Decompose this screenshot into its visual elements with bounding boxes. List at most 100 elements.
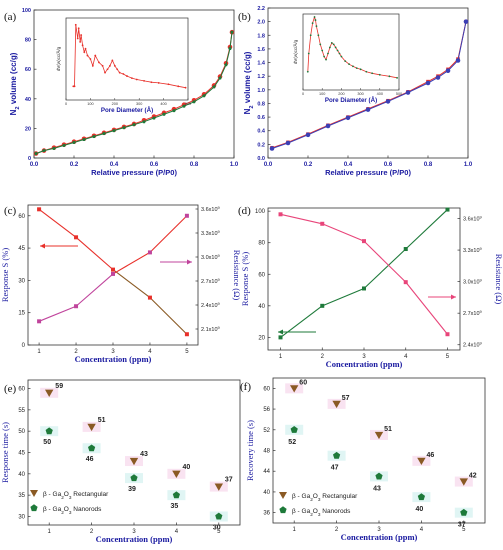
- inset-point: [157, 82, 160, 84]
- data-point: [290, 425, 298, 433]
- label-part: β - Ga: [43, 506, 62, 513]
- y-tick-label: 60: [18, 387, 25, 393]
- data-point: [375, 472, 383, 480]
- subscript: 2: [310, 512, 313, 517]
- data-label: 43: [140, 451, 148, 458]
- inset-point: [328, 46, 331, 49]
- panel-label: (c): [4, 205, 17, 217]
- series-line-segment: [322, 223, 365, 242]
- subscript: 3: [69, 510, 72, 515]
- y-tick-label: 0.0: [257, 156, 265, 162]
- inset-point: [348, 63, 350, 66]
- data-point: [362, 286, 366, 291]
- inset-point: [319, 43, 322, 46]
- inset-point: [177, 85, 180, 88]
- y-axis-label-right: Resistance (Ω): [494, 254, 503, 305]
- inset-frame: [302, 13, 400, 91]
- data-label: 46: [86, 456, 94, 463]
- inset-x-tick-label: 0: [302, 92, 304, 96]
- y-tick-label: 45: [18, 246, 25, 252]
- x-tick-label: 1.0: [464, 162, 473, 168]
- subscript: 9: [218, 229, 221, 234]
- inset-point: [84, 47, 87, 50]
- subscript: 2: [61, 495, 64, 500]
- y-tick-label: 80: [258, 241, 265, 247]
- inset-point: [317, 34, 320, 37]
- data-label: 37: [225, 477, 233, 484]
- data-point: [42, 148, 46, 153]
- y-tick-label: 1.2: [257, 74, 265, 80]
- x-tick-label: 0.4: [344, 162, 353, 168]
- data-label: 30: [213, 524, 221, 531]
- inset-point: [80, 34, 83, 36]
- label-part: O: [313, 493, 318, 500]
- x-tick-label: 0.2: [304, 162, 313, 168]
- data-point: [62, 143, 66, 147]
- inset-point: [122, 73, 125, 75]
- subscript: 9: [480, 214, 483, 219]
- subscript: 9: [218, 325, 221, 330]
- data-point: [192, 99, 196, 104]
- inset-x-tick-label: 300: [136, 102, 142, 106]
- y-tick-label: 55: [18, 408, 25, 414]
- y-right-tick-label: 2.4x109: [201, 301, 221, 310]
- data-point: [87, 423, 96, 432]
- data-point: [305, 132, 311, 138]
- panel-label: (d): [238, 205, 251, 217]
- subscript: 9: [480, 277, 483, 282]
- inset-x-tick-label: 100: [87, 102, 93, 106]
- y-tick-label: 36: [263, 511, 270, 517]
- data-point: [332, 451, 341, 459]
- subscript: 2: [310, 497, 313, 502]
- inset-point: [355, 67, 358, 70]
- x-tick-label: 2: [321, 354, 325, 360]
- legend-label: β - Ga2O3 Rectangular: [43, 491, 109, 500]
- label-part: 3.3x10: [201, 231, 218, 237]
- data-point: [37, 319, 42, 324]
- label-part: O: [64, 506, 69, 513]
- label-part: 3.0x10: [201, 255, 218, 261]
- label-part: 2.7x10: [463, 311, 480, 317]
- y-axis-label: N2 volume (cc/g): [9, 52, 21, 115]
- y-tick-label: 100: [22, 8, 31, 14]
- data-label: 60: [299, 379, 307, 386]
- data-label: 40: [416, 506, 424, 513]
- y-right-tick-label: 2.4x109: [463, 340, 483, 349]
- x-tick-label: 0.2: [70, 162, 79, 168]
- x-tick-label: 2: [90, 529, 94, 535]
- data-point: [111, 271, 115, 276]
- data-point: [345, 115, 351, 121]
- y-tick-label: 40: [25, 97, 31, 103]
- inset-point: [309, 34, 312, 37]
- inset-point: [359, 68, 362, 71]
- inset-point: [83, 51, 86, 54]
- x-tick-label: 0.0: [264, 162, 273, 168]
- data-point: [34, 151, 38, 156]
- inset-point: [79, 41, 82, 43]
- data-point: [129, 457, 139, 466]
- series-line-segment: [38, 208, 77, 238]
- subscript: 9: [480, 340, 483, 345]
- subscript: 2: [249, 105, 255, 108]
- inset-x-tick-label: 500: [185, 102, 191, 106]
- inset-point: [315, 25, 318, 28]
- data-point: [374, 431, 384, 440]
- series-line-segment: [322, 287, 365, 307]
- data-point: [182, 104, 186, 108]
- series-line-segment: [280, 213, 323, 225]
- plot-frame: [272, 377, 486, 524]
- inset-point: [313, 16, 316, 18]
- data-point: [214, 483, 223, 491]
- x-tick-label: 3: [132, 529, 136, 535]
- data-label: 46: [427, 452, 435, 459]
- x-tick-label: 1: [279, 354, 283, 360]
- data-label: 50: [43, 439, 51, 446]
- inset-point: [323, 55, 326, 58]
- axis-arrow-head: [187, 259, 192, 265]
- series-line-segment: [405, 281, 448, 335]
- data-label: 37: [458, 522, 466, 529]
- inset-point: [76, 37, 79, 40]
- label-part: 2.4x10: [201, 303, 218, 309]
- y-tick-label: 45: [18, 451, 25, 457]
- y-tick-label: 30: [18, 278, 25, 284]
